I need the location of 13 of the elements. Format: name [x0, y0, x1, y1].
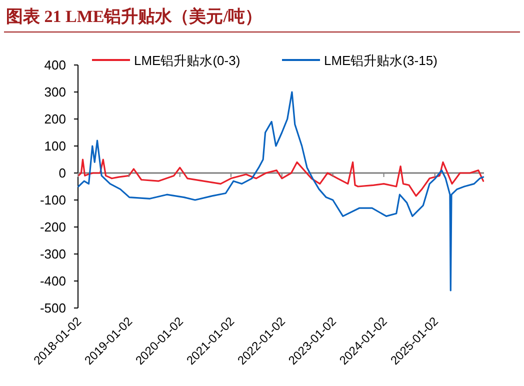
legend-label: LME铝升贴水(3-15): [324, 53, 438, 68]
y-tick-label: -500: [40, 300, 66, 316]
y-tick-label: 0: [58, 166, 66, 180]
title: 图表 21 LME铝升贴水（美元/吨）: [6, 7, 262, 26]
y-tick-label: 200: [44, 112, 66, 126]
y-tick-label: 300: [44, 84, 66, 100]
y-tick-label: -200: [40, 220, 66, 234]
y-tick-label: -300: [40, 246, 66, 262]
legend-label: LME铝升贴水(0-3): [134, 53, 240, 68]
y-tick-label: -400: [40, 274, 66, 288]
y-tick-label: 100: [44, 138, 66, 154]
y-tick-label: -100: [40, 192, 66, 208]
y-tick-label: 400: [44, 58, 66, 72]
